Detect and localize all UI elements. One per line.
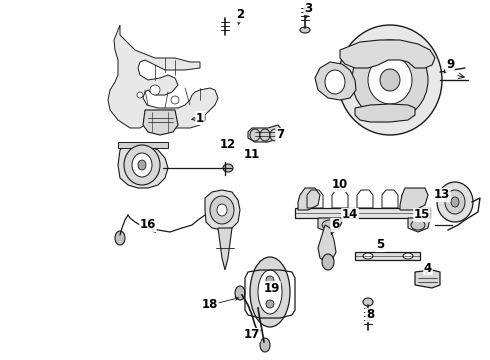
Polygon shape: [118, 144, 168, 188]
Polygon shape: [400, 188, 428, 210]
Ellipse shape: [260, 129, 270, 141]
Polygon shape: [315, 62, 356, 100]
Ellipse shape: [403, 253, 413, 259]
Ellipse shape: [138, 160, 146, 170]
Ellipse shape: [250, 257, 290, 327]
Ellipse shape: [137, 92, 143, 98]
Polygon shape: [205, 190, 240, 230]
Text: 19: 19: [264, 282, 280, 294]
Ellipse shape: [380, 69, 400, 91]
Polygon shape: [295, 208, 430, 218]
Ellipse shape: [217, 204, 227, 216]
Ellipse shape: [300, 27, 310, 33]
Polygon shape: [355, 104, 415, 122]
Ellipse shape: [437, 182, 473, 222]
Polygon shape: [340, 40, 435, 68]
Polygon shape: [298, 188, 320, 210]
Ellipse shape: [266, 276, 274, 284]
Ellipse shape: [266, 300, 274, 308]
Polygon shape: [108, 25, 218, 128]
Ellipse shape: [171, 96, 179, 104]
Text: 11: 11: [244, 148, 260, 162]
Polygon shape: [415, 270, 440, 288]
Ellipse shape: [260, 338, 270, 352]
Text: 14: 14: [342, 208, 358, 221]
Ellipse shape: [124, 145, 160, 185]
Ellipse shape: [322, 220, 338, 230]
Text: 12: 12: [220, 139, 236, 152]
Polygon shape: [218, 228, 232, 270]
Ellipse shape: [235, 286, 245, 300]
Text: 13: 13: [434, 189, 450, 202]
Ellipse shape: [451, 197, 459, 207]
Text: 17: 17: [244, 328, 260, 342]
Polygon shape: [318, 225, 336, 262]
Polygon shape: [118, 142, 168, 148]
Text: 7: 7: [276, 129, 284, 141]
Text: 9: 9: [446, 58, 454, 72]
Ellipse shape: [363, 298, 373, 306]
Ellipse shape: [368, 56, 412, 104]
Text: 4: 4: [424, 261, 432, 274]
Text: 2: 2: [236, 9, 244, 22]
Ellipse shape: [150, 85, 160, 95]
Ellipse shape: [115, 231, 125, 245]
Ellipse shape: [250, 129, 260, 141]
Ellipse shape: [338, 25, 442, 135]
Ellipse shape: [322, 254, 334, 270]
Ellipse shape: [352, 40, 428, 120]
Text: 6: 6: [331, 219, 339, 231]
Ellipse shape: [445, 190, 465, 214]
Text: 1: 1: [196, 112, 204, 125]
Ellipse shape: [132, 153, 152, 177]
Text: 16: 16: [140, 219, 156, 231]
Text: 15: 15: [414, 208, 430, 221]
Ellipse shape: [363, 253, 373, 259]
Text: 18: 18: [202, 298, 218, 311]
Text: 10: 10: [332, 179, 348, 192]
Polygon shape: [408, 218, 430, 232]
Polygon shape: [248, 125, 282, 142]
Ellipse shape: [270, 129, 280, 141]
Text: 8: 8: [366, 309, 374, 321]
Text: 5: 5: [376, 238, 384, 252]
Polygon shape: [318, 218, 342, 232]
Ellipse shape: [210, 196, 234, 224]
Ellipse shape: [411, 220, 425, 230]
Ellipse shape: [258, 270, 282, 314]
Ellipse shape: [325, 70, 345, 94]
Polygon shape: [355, 252, 420, 260]
Text: 3: 3: [304, 1, 312, 14]
Ellipse shape: [223, 164, 233, 172]
Polygon shape: [143, 110, 178, 135]
